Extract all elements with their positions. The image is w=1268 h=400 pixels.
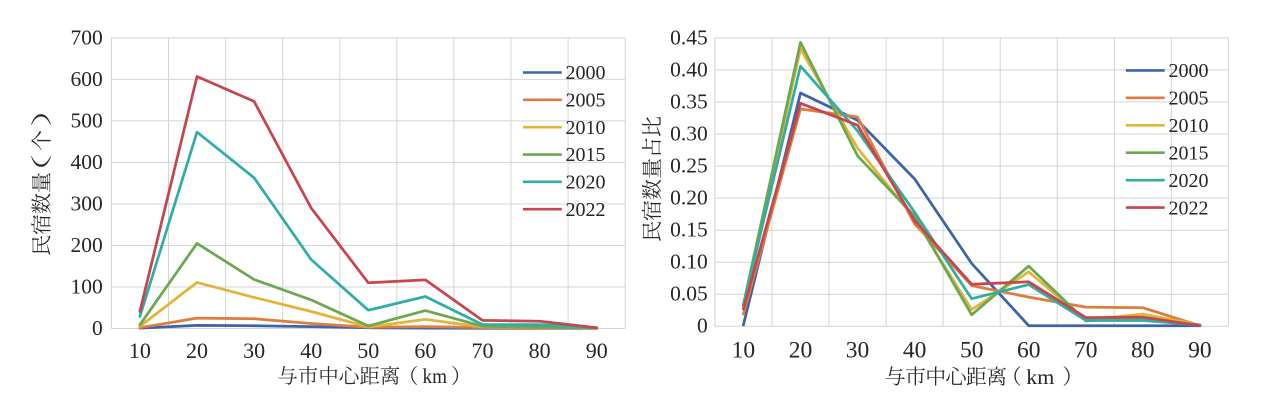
svg-text:200: 200 (71, 233, 103, 257)
svg-text:0.35: 0.35 (670, 89, 708, 113)
svg-text:10: 10 (129, 338, 151, 363)
svg-text:70: 70 (472, 338, 494, 363)
svg-text:km: km (423, 364, 448, 388)
svg-text:50: 50 (357, 338, 379, 363)
svg-text:2015: 2015 (566, 144, 606, 166)
svg-text:400: 400 (71, 150, 103, 174)
svg-text:0.45: 0.45 (670, 25, 708, 49)
svg-text:700: 700 (71, 25, 103, 49)
svg-text:2000: 2000 (566, 62, 606, 84)
svg-text:0.05: 0.05 (670, 282, 708, 306)
svg-text:80: 80 (529, 338, 551, 363)
svg-text:20: 20 (789, 337, 813, 363)
svg-text:0.20: 0.20 (670, 186, 708, 210)
svg-text:30: 30 (243, 338, 265, 363)
svg-text:500: 500 (71, 108, 103, 132)
svg-text:0: 0 (92, 316, 103, 340)
svg-text:2020: 2020 (566, 172, 606, 194)
svg-text:2010: 2010 (1169, 115, 1209, 137)
svg-text:40: 40 (903, 337, 927, 363)
svg-text:2000: 2000 (1169, 60, 1209, 82)
svg-text:0.25: 0.25 (670, 154, 708, 178)
svg-text:km: km (1026, 365, 1054, 389)
svg-text:2010: 2010 (566, 117, 606, 139)
svg-text:0: 0 (697, 314, 708, 338)
svg-text:50: 50 (960, 337, 984, 363)
svg-text:100: 100 (71, 274, 103, 298)
svg-text:2015: 2015 (1169, 142, 1209, 164)
svg-text:90: 90 (1188, 337, 1212, 363)
svg-text:40: 40 (300, 338, 322, 363)
svg-text:0.10: 0.10 (670, 250, 708, 274)
svg-text:2022: 2022 (1169, 197, 1209, 219)
svg-text:60: 60 (1017, 337, 1041, 363)
svg-text:0.15: 0.15 (670, 218, 708, 242)
svg-text:600: 600 (71, 67, 103, 91)
svg-text:30: 30 (846, 337, 870, 363)
svg-text:60: 60 (414, 338, 436, 363)
svg-text:0.40: 0.40 (670, 57, 708, 81)
svg-text:2020: 2020 (1169, 170, 1209, 192)
svg-text:300: 300 (71, 191, 103, 215)
svg-text:2005: 2005 (566, 90, 606, 112)
svg-text:90: 90 (586, 338, 608, 363)
svg-text:2005: 2005 (1169, 88, 1209, 110)
svg-text:70: 70 (1074, 337, 1098, 363)
svg-text:20: 20 (186, 338, 208, 363)
svg-text:0.30: 0.30 (670, 121, 708, 145)
svg-text:80: 80 (1131, 337, 1155, 363)
svg-text:10: 10 (732, 337, 756, 363)
svg-text:2022: 2022 (566, 199, 606, 221)
